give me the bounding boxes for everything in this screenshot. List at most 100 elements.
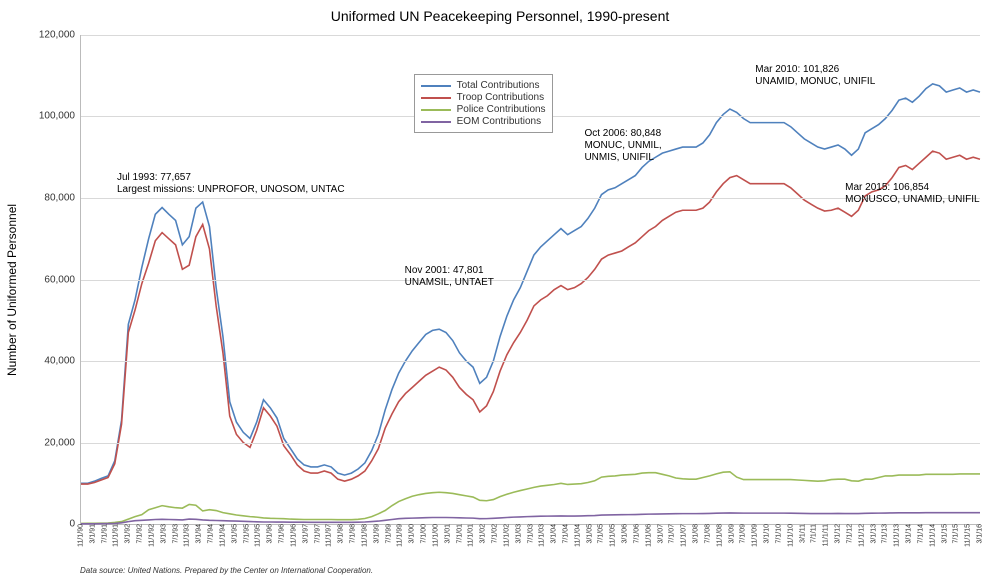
x-tick-label: 11/1/14 bbox=[929, 524, 936, 547]
x-tick-label: 7/1/04 bbox=[562, 524, 569, 543]
legend-item: Total Contributions bbox=[421, 80, 546, 91]
x-tick-label: 3/1/01 bbox=[444, 524, 451, 543]
legend-label: Troop Contributions bbox=[457, 92, 544, 103]
x-tick-label: 7/1/15 bbox=[953, 524, 960, 543]
x-tick-label: 7/1/07 bbox=[669, 524, 676, 543]
x-tick-label: 11/1/92 bbox=[148, 524, 155, 547]
x-tick-label: 11/1/94 bbox=[219, 524, 226, 547]
x-tick-label: 3/1/99 bbox=[373, 524, 380, 543]
y-tick-label: 100,000 bbox=[39, 111, 75, 122]
x-tick-label: 3/1/08 bbox=[693, 524, 700, 543]
legend-swatch bbox=[421, 121, 451, 123]
gridline bbox=[81, 280, 980, 281]
legend-item: Police Contributions bbox=[421, 104, 546, 115]
x-tick-label: 11/1/01 bbox=[468, 524, 475, 547]
x-tick-label: 7/1/06 bbox=[633, 524, 640, 543]
chart-title: Uniformed UN Peacekeeping Personnel, 199… bbox=[0, 8, 1000, 24]
x-tick-label: 11/1/02 bbox=[503, 524, 510, 547]
x-tick-label: 7/1/99 bbox=[385, 524, 392, 543]
x-tick-label: 11/1/13 bbox=[894, 524, 901, 547]
y-tick-label: 40,000 bbox=[44, 355, 75, 366]
y-tick-label: 120,000 bbox=[39, 30, 75, 41]
x-tick-label: 3/1/93 bbox=[160, 524, 167, 543]
x-tick-label: 3/1/92 bbox=[125, 524, 132, 543]
x-tick-label: 11/1/96 bbox=[290, 524, 297, 547]
x-tick-label: 7/1/05 bbox=[598, 524, 605, 543]
x-tick-label: 7/1/09 bbox=[740, 524, 747, 543]
x-tick-label: 3/1/15 bbox=[941, 524, 948, 543]
y-tick-label: 60,000 bbox=[44, 274, 75, 285]
x-tick-label: 11/1/15 bbox=[965, 524, 972, 547]
annotation: Jul 1993: 77,657Largest missions: UNPROF… bbox=[117, 172, 345, 196]
x-tick-label: 3/1/00 bbox=[409, 524, 416, 543]
x-tick-label: 7/1/96 bbox=[279, 524, 286, 543]
x-tick-label: 7/1/95 bbox=[243, 524, 250, 543]
gridline bbox=[81, 443, 980, 444]
x-tick-label: 11/1/11 bbox=[823, 524, 830, 546]
x-tick-label: 7/1/08 bbox=[704, 524, 711, 543]
series-line bbox=[81, 84, 980, 483]
x-tick-label: 7/1/91 bbox=[101, 524, 108, 543]
legend-swatch bbox=[421, 85, 451, 87]
x-tick-label: 3/1/09 bbox=[728, 524, 735, 543]
x-tick-label: 7/1/00 bbox=[421, 524, 428, 543]
y-tick-label: 80,000 bbox=[44, 192, 75, 203]
x-tick-label: 3/1/11 bbox=[799, 524, 806, 543]
source-note: Data source: United Nations. Prepared by… bbox=[80, 566, 373, 575]
x-tick-label: 3/1/12 bbox=[835, 524, 842, 543]
x-tick-label: 11/1/10 bbox=[787, 524, 794, 547]
series-line bbox=[81, 513, 980, 524]
legend-item: Troop Contributions bbox=[421, 92, 546, 103]
annotation: Mar 2015: 106,854MONUSCO, UNAMID, UNIFIL bbox=[845, 182, 979, 206]
x-tick-label: 11/1/99 bbox=[397, 524, 404, 547]
x-tick-label: 3/1/10 bbox=[764, 524, 771, 543]
legend: Total ContributionsTroop ContributionsPo… bbox=[414, 74, 553, 133]
x-tick-label: 7/1/14 bbox=[917, 524, 924, 543]
x-tick-label: 7/1/94 bbox=[208, 524, 215, 543]
x-tick-label: 3/1/96 bbox=[267, 524, 274, 543]
legend-label: Total Contributions bbox=[457, 80, 540, 91]
x-tick-label: 7/1/10 bbox=[775, 524, 782, 543]
y-tick-label: 0 bbox=[69, 519, 75, 530]
x-tick-label: 11/1/05 bbox=[610, 524, 617, 547]
x-tick-label: 7/1/97 bbox=[314, 524, 321, 543]
x-tick-label: 7/1/93 bbox=[172, 524, 179, 543]
legend-swatch bbox=[421, 97, 451, 99]
gridline bbox=[81, 361, 980, 362]
x-tick-label: 11/1/95 bbox=[255, 524, 262, 547]
x-tick-label: 3/1/94 bbox=[196, 524, 203, 543]
legend-swatch bbox=[421, 109, 451, 111]
x-tick-label: 11/1/90 bbox=[78, 524, 85, 547]
x-tick-label: 7/1/92 bbox=[137, 524, 144, 543]
x-tick-label: 3/1/07 bbox=[657, 524, 664, 543]
x-tick-label: 7/1/03 bbox=[527, 524, 534, 543]
x-tick-label: 11/1/08 bbox=[716, 524, 723, 547]
x-tick-label: 3/1/13 bbox=[870, 524, 877, 543]
x-tick-label: 7/1/12 bbox=[846, 524, 853, 543]
x-tick-label: 7/1/98 bbox=[350, 524, 357, 543]
x-tick-label: 7/1/02 bbox=[492, 524, 499, 543]
gridline bbox=[81, 35, 980, 36]
y-axis-label: Number of Uniformed Personnel bbox=[5, 203, 19, 375]
x-tick-label: 3/1/03 bbox=[515, 524, 522, 543]
x-tick-label: 7/1/13 bbox=[882, 524, 889, 543]
x-tick-label: 3/1/16 bbox=[977, 524, 984, 543]
x-tick-label: 11/1/91 bbox=[113, 524, 120, 547]
x-tick-label: 11/1/09 bbox=[752, 524, 759, 547]
x-tick-label: 3/1/14 bbox=[906, 524, 913, 543]
plot-area: 020,00040,00060,00080,000100,000120,0001… bbox=[80, 35, 980, 525]
x-tick-label: 11/1/97 bbox=[326, 524, 333, 547]
legend-label: Police Contributions bbox=[457, 104, 546, 115]
x-tick-label: 3/1/98 bbox=[338, 524, 345, 543]
x-tick-label: 11/1/98 bbox=[361, 524, 368, 547]
x-tick-label: 11/1/04 bbox=[574, 524, 581, 547]
x-tick-label: 3/1/91 bbox=[89, 524, 96, 543]
x-tick-label: 11/1/12 bbox=[858, 524, 865, 547]
x-tick-label: 7/1/01 bbox=[456, 524, 463, 543]
x-tick-label: 3/1/02 bbox=[480, 524, 487, 543]
x-tick-label: 11/1/00 bbox=[432, 524, 439, 547]
chart-container: Uniformed UN Peacekeeping Personnel, 199… bbox=[0, 0, 1000, 579]
x-tick-label: 3/1/05 bbox=[586, 524, 593, 543]
annotation: Nov 2001: 47,801UNAMSIL, UNTAET bbox=[405, 265, 494, 289]
x-tick-label: 3/1/97 bbox=[302, 524, 309, 543]
